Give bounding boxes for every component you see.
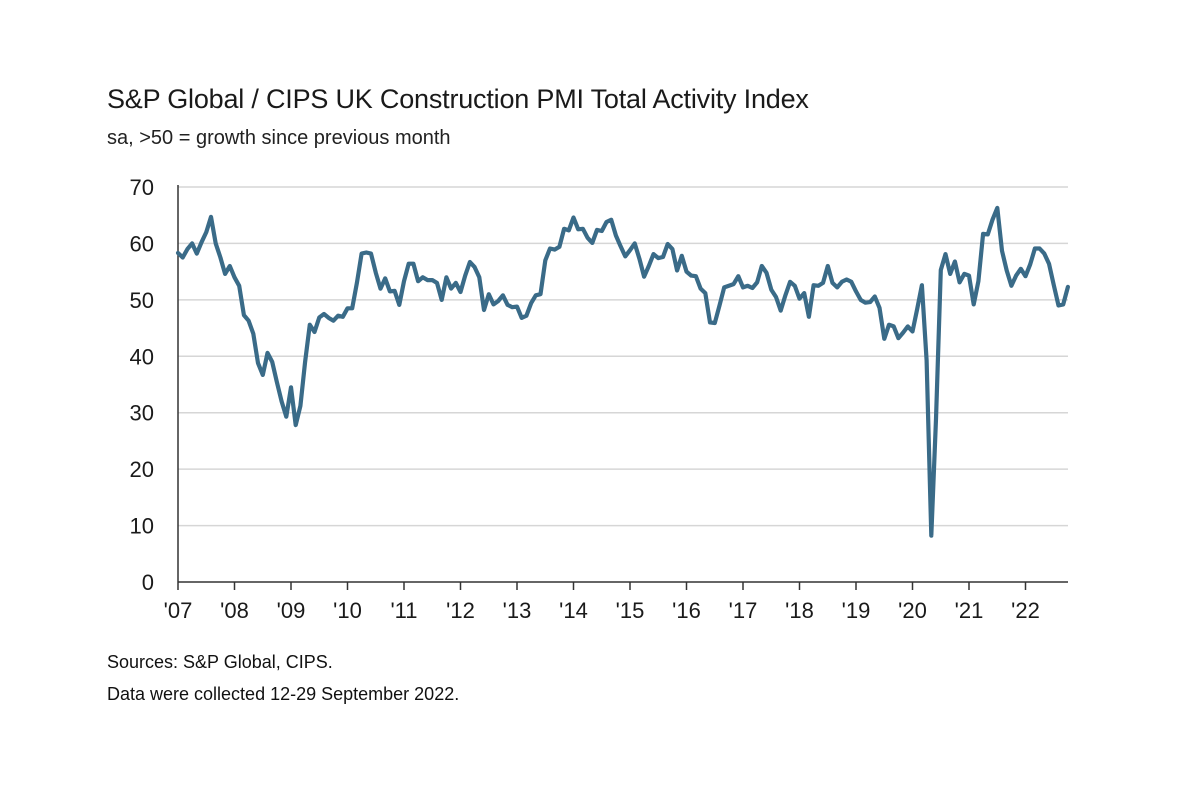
y-tick-label-70: 70 [130, 175, 154, 200]
y-tick-label-40: 40 [130, 344, 154, 369]
chart-title: S&P Global / CIPS UK Construction PMI To… [107, 84, 809, 114]
y-tick-label-20: 20 [130, 457, 154, 482]
x-tick-label-20: '20 [898, 598, 927, 623]
x-tick-label-18: '18 [785, 598, 814, 623]
x-tick-label-10: '10 [333, 598, 362, 623]
x-tick-label-17: '17 [729, 598, 758, 623]
chart-subtitle: sa, >50 = growth since previous month [107, 127, 451, 149]
x-tick-label-11: '11 [390, 598, 417, 623]
x-tick-label-08: '08 [220, 598, 249, 623]
sources-note: Sources: S&P Global, CIPS. [107, 652, 333, 672]
x-tick-label-15: '15 [616, 598, 645, 623]
x-tick-label-19: '19 [842, 598, 871, 623]
y-tick-label-50: 50 [130, 288, 154, 313]
data-collection-note: Data were collected 12-29 September 2022… [107, 684, 460, 704]
x-tick-label-13: '13 [503, 598, 532, 623]
x-tick-label-16: '16 [672, 598, 701, 623]
x-tick-label-09: '09 [277, 598, 306, 623]
x-tick-label-14: '14 [559, 598, 588, 623]
series-line [175, 205, 1071, 538]
y-tick-label-0: 0 [142, 570, 154, 595]
y-tick-label-30: 30 [130, 401, 154, 426]
x-tick-label-12: '12 [446, 598, 475, 623]
x-tick-label-22: '22 [1011, 598, 1040, 623]
y-tick-label-60: 60 [130, 231, 154, 256]
x-tick-label-21: '21 [955, 598, 984, 623]
x-tick-label-07: '07 [164, 598, 193, 623]
y-tick-label-10: 10 [130, 514, 154, 539]
